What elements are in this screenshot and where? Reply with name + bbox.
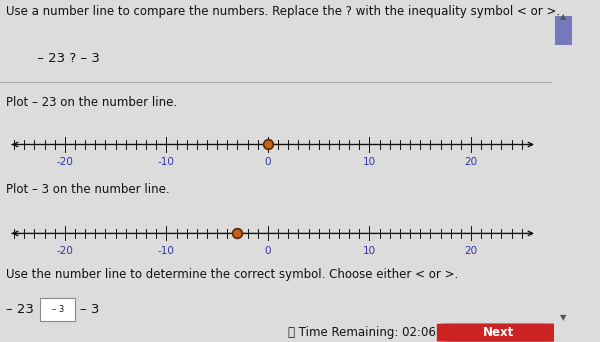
Text: -20: -20 — [56, 246, 73, 255]
Text: Next: Next — [483, 326, 514, 339]
Text: 0: 0 — [265, 246, 271, 255]
Text: – 23: – 23 — [6, 303, 34, 316]
Text: Plot – 3 on the number line.: Plot – 3 on the number line. — [6, 183, 170, 196]
Text: 20: 20 — [464, 246, 478, 255]
FancyBboxPatch shape — [555, 16, 572, 45]
Text: -10: -10 — [158, 246, 175, 255]
FancyBboxPatch shape — [437, 324, 559, 341]
Text: -10: -10 — [158, 157, 175, 167]
FancyBboxPatch shape — [40, 299, 76, 320]
Text: – 3: – 3 — [79, 303, 99, 316]
Text: Plot – 23 on the number line.: Plot – 23 on the number line. — [6, 96, 177, 109]
Text: 20: 20 — [464, 157, 478, 167]
Text: – 23 ? – 3: – 23 ? – 3 — [33, 52, 100, 65]
Text: Use the number line to determine the correct symbol. Choose either < or >.: Use the number line to determine the cor… — [6, 268, 458, 281]
Text: 10: 10 — [363, 157, 376, 167]
Text: Use a number line to compare the numbers. Replace the ? with the inequality symb: Use a number line to compare the numbers… — [6, 5, 560, 18]
Text: – 3: – 3 — [52, 305, 64, 314]
Text: -20: -20 — [56, 157, 73, 167]
Text: ▲: ▲ — [560, 12, 566, 21]
Text: 10: 10 — [363, 246, 376, 255]
Text: ⏱ Time Remaining: 02:06:05: ⏱ Time Remaining: 02:06:05 — [288, 326, 455, 339]
Text: ▼: ▼ — [560, 313, 566, 322]
Text: 0: 0 — [265, 157, 271, 167]
